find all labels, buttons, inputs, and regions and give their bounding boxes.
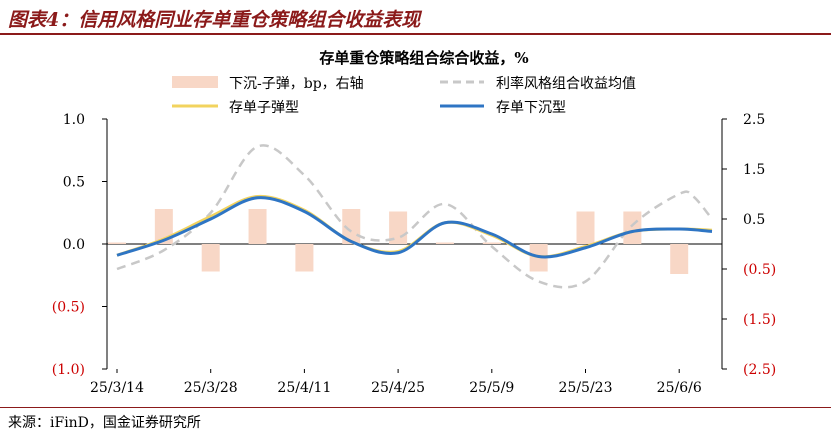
- legend-bar-swatch: [172, 76, 218, 88]
- sink-line: [116, 196, 713, 259]
- bar: [435, 242, 454, 244]
- x-axis-tick-label: 25/3/28: [184, 380, 238, 396]
- axes: 1.0 0.5 0.0 (0.5) (1.0) 2.5 1.5 0.5 (0.5) (1.5) (2…: [52, 112, 776, 396]
- legend-sink-label: 存单下沉型: [496, 100, 566, 116]
- x-axis-tick-label: 25/4/11: [277, 380, 331, 396]
- bar: [108, 242, 126, 244]
- bar: [248, 209, 267, 244]
- bar: [670, 244, 689, 274]
- bar: [342, 209, 361, 244]
- left-axis-tick-label: 0.5: [63, 175, 85, 191]
- header-rule: [0, 33, 831, 35]
- left-axis-tick-label: (0.5): [52, 300, 85, 316]
- legend-bullet-label: 存单子弹型: [229, 100, 299, 116]
- right-axis-tick-label: (2.5): [743, 362, 776, 378]
- bar: [576, 211, 595, 244]
- left-axis-tick-label: (1.0): [52, 362, 85, 378]
- chart-svg: 存单重仓策略组合综合收益，% 下沉-子弹，bp，右轴 利率风格组合收益均值 存单…: [52, 49, 776, 396]
- x-axis-tick-label: 25/5/23: [559, 380, 613, 396]
- figure-header: 图表4：信用风格同业存单重仓策略组合收益表现: [0, 0, 831, 35]
- line-series: [116, 144, 713, 289]
- left-axis-tick-label: 1.0: [63, 112, 85, 128]
- rate-style-avg-line: [116, 144, 713, 289]
- x-axis-tick-label: 25/4/25: [371, 380, 425, 396]
- right-axis-tick-label: 2.5: [743, 112, 765, 128]
- left-axis-tick-label: 0.0: [63, 237, 85, 253]
- figure-title: 图表4：信用风格同业存单重仓策略组合收益表现: [8, 9, 421, 31]
- legend-rate-label: 利率风格组合收益均值: [496, 75, 636, 92]
- right-axis-tick-label: (1.5): [743, 312, 776, 328]
- legend-bar-label: 下沉-子弹，bp，右轴: [229, 76, 364, 92]
- right-axis-tick-label: 1.5: [743, 162, 765, 178]
- bar: [623, 211, 642, 244]
- source-note: 来源：iFinD，国金证券研究所: [8, 415, 201, 431]
- bar: [295, 244, 314, 272]
- chart-area: 存单重仓策略组合综合收益，% 下沉-子弹，bp，右轴 利率风格组合收益均值 存单…: [0, 36, 831, 406]
- bar: [154, 209, 173, 244]
- bar: [201, 244, 220, 272]
- right-axis-tick-label: (0.5): [743, 262, 776, 278]
- x-axis-tick-label: 25/6/6: [657, 380, 702, 396]
- x-axis-tick-label: 25/5/9: [469, 380, 514, 396]
- right-axis-tick-label: 0.5: [743, 212, 765, 228]
- x-axis-tick-label: 25/3/14: [90, 380, 144, 396]
- chart-title: 存单重仓策略组合综合收益，%: [319, 49, 528, 67]
- bar: [482, 242, 501, 244]
- source-rule: [0, 407, 831, 408]
- legend: 下沉-子弹，bp，右轴 利率风格组合收益均值 存单子弹型 存单下沉型: [172, 75, 636, 116]
